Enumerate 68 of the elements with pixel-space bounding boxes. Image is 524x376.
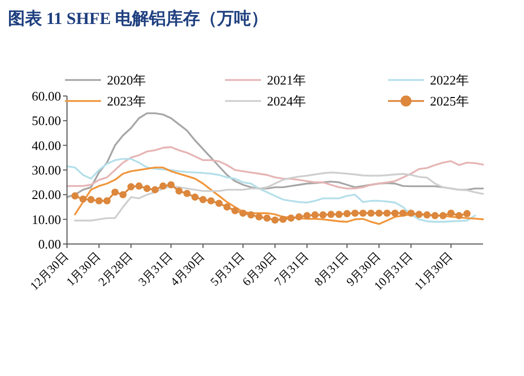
y-tick-label: 30.00	[32, 162, 61, 178]
y-tick-label: 20.00	[32, 187, 61, 202]
point	[191, 194, 199, 201]
y-tick-label: 50.00	[32, 113, 61, 128]
y-tick-label: 10.00	[32, 212, 61, 227]
point	[263, 214, 271, 222]
point	[247, 211, 255, 218]
point	[231, 207, 239, 214]
point	[295, 213, 303, 220]
point	[127, 183, 135, 190]
point	[135, 182, 143, 190]
point	[271, 216, 279, 224]
legend-label: 2024年	[267, 94, 306, 109]
point	[383, 210, 391, 217]
point	[359, 210, 367, 217]
point	[223, 203, 231, 211]
point	[167, 181, 175, 188]
chart-title: 图表 11 SHFE 电解铝库存（万吨）	[8, 9, 268, 28]
line-series	[66, 146, 484, 190]
point	[79, 196, 87, 203]
point	[303, 212, 311, 220]
legend-label: 2020年	[107, 72, 146, 88]
point	[215, 200, 223, 207]
point	[159, 182, 167, 190]
point	[423, 211, 431, 218]
point	[175, 187, 183, 195]
point	[335, 210, 343, 218]
y-tick-label: 0.00	[38, 236, 61, 252]
point	[87, 196, 95, 204]
point	[351, 210, 359, 217]
point	[391, 210, 399, 217]
point	[119, 191, 127, 198]
point	[71, 192, 79, 200]
point	[143, 184, 151, 192]
point	[447, 210, 455, 217]
legend-label: 2023年	[107, 94, 146, 109]
point	[111, 188, 119, 196]
point	[343, 210, 351, 218]
point	[95, 197, 103, 204]
line-series	[66, 112, 484, 198]
legend-label: 2025年	[430, 94, 469, 109]
point	[319, 211, 327, 218]
point	[327, 210, 335, 218]
point	[311, 211, 319, 218]
point	[239, 210, 247, 217]
point	[199, 196, 207, 204]
point	[455, 212, 463, 220]
point	[287, 214, 295, 222]
point	[367, 210, 375, 217]
point	[183, 190, 191, 198]
point	[463, 210, 471, 218]
point	[439, 212, 447, 220]
point	[431, 212, 439, 220]
point	[415, 210, 423, 218]
y-tick-label: 60.00	[32, 88, 61, 104]
line-series	[66, 158, 476, 223]
y-tick-label: 40.00	[32, 138, 61, 153]
point	[103, 197, 111, 204]
point	[375, 210, 383, 217]
point	[151, 186, 159, 194]
legend-label: 2021年	[267, 72, 306, 88]
point	[399, 210, 407, 217]
legend-label: 2022年	[430, 72, 469, 88]
point	[407, 210, 415, 217]
x-tick-label: 11月30日	[412, 249, 456, 293]
point	[255, 213, 263, 220]
point	[207, 197, 215, 204]
point	[279, 216, 287, 223]
